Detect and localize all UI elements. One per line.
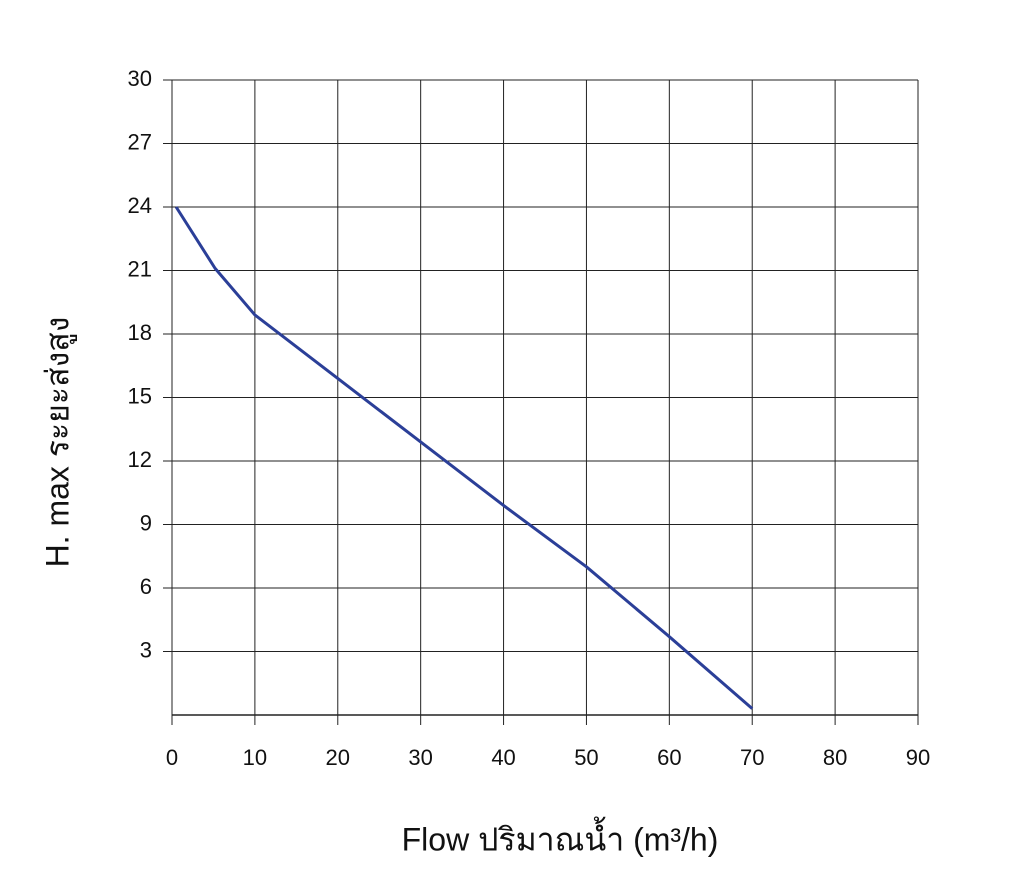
x-tick-label: 70 bbox=[740, 745, 764, 770]
x-tick-label: 10 bbox=[243, 745, 267, 770]
x-axis-title: Flow ปริมาณน้ำ (m³/h) bbox=[402, 816, 719, 857]
y-tick-label: 30 bbox=[128, 66, 152, 91]
y-tick-label: 15 bbox=[128, 383, 152, 408]
x-tick-label: 90 bbox=[906, 745, 930, 770]
y-tick-label: 9 bbox=[140, 510, 152, 535]
x-tick-label: 60 bbox=[657, 745, 681, 770]
x-tick-label: 40 bbox=[491, 745, 515, 770]
x-tick-label: 80 bbox=[823, 745, 847, 770]
x-tick-label: 0 bbox=[166, 745, 178, 770]
y-tick-label: 3 bbox=[140, 637, 152, 662]
y-tick-label: 6 bbox=[140, 574, 152, 599]
y-tick-label: 21 bbox=[128, 256, 152, 281]
y-tick-label: 24 bbox=[128, 193, 152, 218]
y-tick-label: 18 bbox=[128, 320, 152, 345]
y-axis-title: H. max ระยะส่งสูง bbox=[39, 317, 77, 568]
y-tick-label: 12 bbox=[128, 447, 152, 472]
x-tick-label: 50 bbox=[574, 745, 598, 770]
x-tick-label: 20 bbox=[326, 745, 350, 770]
y-tick-label: 27 bbox=[128, 129, 152, 154]
x-tick-label: 30 bbox=[408, 745, 432, 770]
data-line bbox=[174, 206, 754, 710]
